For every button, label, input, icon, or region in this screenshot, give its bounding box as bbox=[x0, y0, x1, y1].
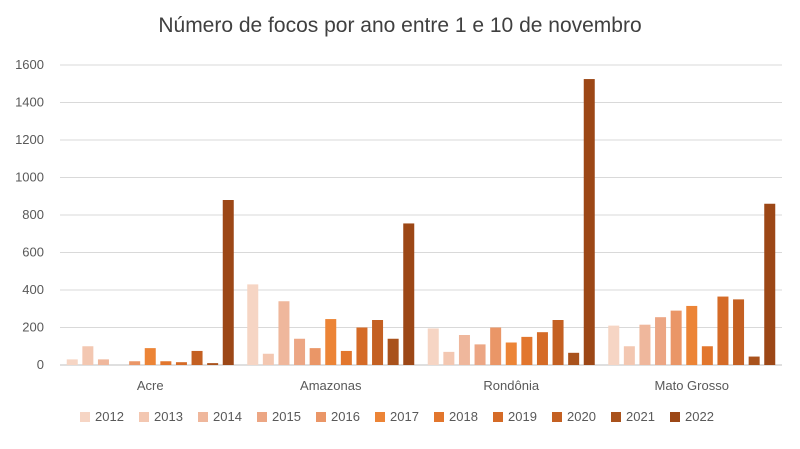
legend-item: 2014 bbox=[198, 409, 242, 424]
legend-label: 2012 bbox=[95, 409, 124, 424]
bar-2017-acre bbox=[144, 348, 156, 365]
bar-2013-rondônia bbox=[443, 351, 455, 365]
legend-item: 2015 bbox=[257, 409, 301, 424]
bar-2015-mato-grosso bbox=[655, 317, 667, 365]
y-tick-label: 600 bbox=[22, 245, 44, 260]
legend-label: 2019 bbox=[508, 409, 537, 424]
bar-2019-amazonas bbox=[356, 327, 368, 365]
bar-2021-mato-grosso bbox=[748, 356, 760, 365]
y-tick-label: 800 bbox=[22, 207, 44, 222]
bar-2021-amazonas bbox=[387, 338, 399, 365]
y-axis: 0 200 400 600 800 1000 1200 1400 1600 bbox=[15, 57, 44, 372]
y-tick-label: 1200 bbox=[15, 132, 44, 147]
x-category-label: Amazonas bbox=[300, 378, 362, 393]
bar-2022-mato-grosso bbox=[764, 203, 776, 365]
legend-item: 2022 bbox=[670, 409, 714, 424]
bar-2018-mato-grosso bbox=[701, 346, 713, 365]
bar-2016-mato-grosso bbox=[670, 310, 682, 365]
bar-2020-mato-grosso bbox=[733, 299, 745, 365]
bar-2014-acre bbox=[97, 359, 109, 365]
bar-2015-rondônia bbox=[474, 344, 486, 365]
legend-item: 2020 bbox=[552, 409, 596, 424]
legend-swatch bbox=[198, 412, 208, 422]
bar-2013-mato-grosso bbox=[623, 346, 635, 365]
bar-2015-amazonas bbox=[294, 338, 306, 365]
legend-label: 2013 bbox=[154, 409, 183, 424]
bar-2021-rondônia bbox=[568, 352, 580, 365]
bar-2014-mato-grosso bbox=[639, 324, 651, 365]
legend-swatch bbox=[139, 412, 149, 422]
bar-2013-acre bbox=[82, 346, 94, 365]
y-tick-label: 1400 bbox=[15, 95, 44, 110]
legend-swatch bbox=[493, 412, 503, 422]
bar-2014-rondônia bbox=[458, 335, 470, 365]
bar-2020-acre bbox=[191, 350, 203, 365]
bar-2018-acre bbox=[160, 361, 172, 365]
legend-item: 2016 bbox=[316, 409, 360, 424]
x-axis: Acre Amazonas Rondônia Mato Grosso bbox=[137, 378, 729, 393]
bar-2019-mato-grosso bbox=[717, 296, 729, 365]
legend-swatch bbox=[670, 412, 680, 422]
bar-2018-amazonas bbox=[340, 350, 352, 365]
y-tick-label: 400 bbox=[22, 282, 44, 297]
legend-item: 2019 bbox=[493, 409, 537, 424]
legend-swatch bbox=[375, 412, 385, 422]
chart-title: Número de focos por ano entre 1 e 10 de … bbox=[158, 14, 642, 37]
legend-label: 2020 bbox=[567, 409, 596, 424]
x-category-label: Mato Grosso bbox=[655, 378, 729, 393]
bar-2016-rondônia bbox=[490, 327, 502, 365]
bar-2022-amazonas bbox=[403, 223, 415, 365]
legend-label: 2022 bbox=[685, 409, 714, 424]
legend-label: 2015 bbox=[272, 409, 301, 424]
x-category-label: Rondônia bbox=[483, 378, 539, 393]
legend-item: 2018 bbox=[434, 409, 478, 424]
bar-2013-amazonas bbox=[262, 353, 274, 365]
x-category-label: Acre bbox=[137, 378, 164, 393]
legend-item: 2021 bbox=[611, 409, 655, 424]
gridlines bbox=[60, 64, 782, 366]
legend-swatch bbox=[80, 412, 90, 422]
bar-2014-amazonas bbox=[278, 301, 290, 365]
legend-item: 2013 bbox=[139, 409, 183, 424]
bar-2022-rondônia bbox=[583, 79, 595, 365]
y-tick-label: 200 bbox=[22, 320, 44, 335]
bar-2016-amazonas bbox=[309, 348, 321, 365]
bar-2019-acre bbox=[175, 362, 187, 365]
legend: 2012 2013 2014 2015 2016 2017 2018 2019 2020 2021… bbox=[80, 409, 714, 424]
bar-2017-amazonas bbox=[325, 319, 337, 365]
legend-label: 2016 bbox=[331, 409, 360, 424]
legend-label: 2021 bbox=[626, 409, 655, 424]
legend-swatch bbox=[316, 412, 326, 422]
legend-label: 2018 bbox=[449, 409, 478, 424]
legend-swatch bbox=[257, 412, 267, 422]
bar-2012-mato-grosso bbox=[608, 325, 620, 365]
bar-2012-rondônia bbox=[427, 328, 439, 365]
bar-2021-acre bbox=[207, 363, 219, 365]
bar-2017-mato-grosso bbox=[686, 305, 698, 365]
legend-swatch bbox=[611, 412, 621, 422]
bar-2017-rondônia bbox=[505, 342, 517, 365]
bar-2012-amazonas bbox=[247, 284, 259, 365]
y-tick-label: 0 bbox=[37, 357, 44, 372]
legend-label: 2014 bbox=[213, 409, 242, 424]
bar-2022-acre bbox=[222, 200, 234, 365]
legend-item: 2012 bbox=[80, 409, 124, 424]
bar-2020-rondônia bbox=[552, 320, 564, 365]
y-tick-label: 1600 bbox=[15, 57, 44, 72]
legend-swatch bbox=[552, 412, 562, 422]
bar-2012-acre bbox=[66, 359, 78, 365]
legend-item: 2017 bbox=[375, 409, 419, 424]
bar-2018-rondônia bbox=[521, 336, 533, 365]
bar-2020-amazonas bbox=[372, 320, 384, 365]
legend-swatch bbox=[434, 412, 444, 422]
bar-2016-acre bbox=[129, 361, 141, 365]
bar-2019-rondônia bbox=[536, 332, 548, 365]
bars bbox=[66, 79, 776, 365]
y-tick-label: 1000 bbox=[15, 170, 44, 185]
legend-label: 2017 bbox=[390, 409, 419, 424]
